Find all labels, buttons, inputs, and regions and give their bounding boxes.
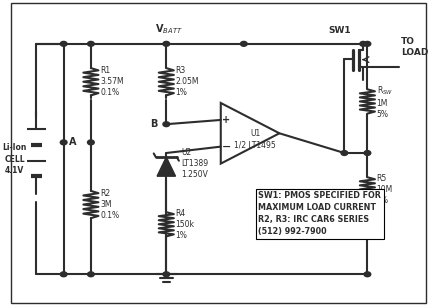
Text: R$_{SW}$
1M
5%: R$_{SW}$ 1M 5% (376, 84, 392, 119)
Text: R4
150k
1%: R4 150k 1% (175, 209, 194, 240)
Circle shape (340, 151, 347, 155)
Circle shape (363, 151, 370, 155)
Text: U2
LT1389
1.250V: U2 LT1389 1.250V (181, 148, 207, 179)
Text: R3
2.05M
1%: R3 2.05M 1% (175, 66, 199, 97)
Circle shape (60, 41, 67, 46)
Circle shape (87, 272, 94, 277)
Circle shape (163, 272, 169, 277)
Polygon shape (157, 157, 175, 176)
Text: +: + (222, 115, 230, 125)
Circle shape (60, 272, 67, 277)
Text: R1
3.57M
0.1%: R1 3.57M 0.1% (100, 66, 123, 97)
Circle shape (163, 41, 169, 46)
Circle shape (163, 122, 169, 127)
Text: TO
LOAD: TO LOAD (400, 37, 427, 57)
Text: U1
1/2 LT1495: U1 1/2 LT1495 (233, 129, 275, 149)
Text: A: A (69, 137, 76, 147)
Text: SW1: PMOS SPECIFIED FOR
MAXIMUM LOAD CURRENT
R2, R3: IRC CAR6 SERIES
(512) 992-7: SW1: PMOS SPECIFIED FOR MAXIMUM LOAD CUR… (258, 191, 381, 236)
Text: Li-Ion
CELL
4.1V: Li-Ion CELL 4.1V (3, 143, 27, 175)
Text: B: B (149, 119, 157, 129)
Circle shape (363, 41, 370, 46)
Text: −: − (221, 142, 230, 152)
Text: SW1: SW1 (328, 26, 351, 35)
Text: V$_{BATT}$: V$_{BATT}$ (154, 22, 182, 36)
Text: R2
3M
0.1%: R2 3M 0.1% (100, 189, 119, 220)
Circle shape (359, 41, 366, 46)
Circle shape (60, 140, 67, 145)
Circle shape (363, 272, 370, 277)
Circle shape (240, 41, 247, 46)
Text: R5
10M
5%: R5 10M 5% (376, 174, 392, 205)
Circle shape (87, 41, 94, 46)
Circle shape (87, 140, 94, 145)
